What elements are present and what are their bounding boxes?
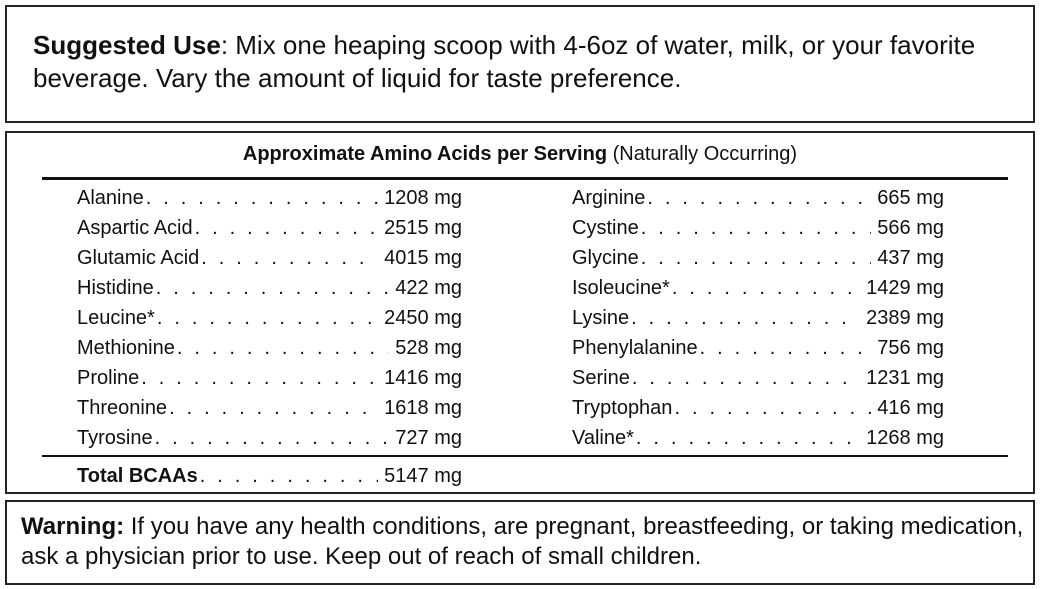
amino-row: Valine*. . . . . . . . . . . . . . . . .… bbox=[572, 423, 944, 453]
amino-row: Lysine. . . . . . . . . . . . . . . . . … bbox=[572, 303, 944, 333]
leader-dots: . . . . . . . . . . . . . . . . . . . . … bbox=[199, 465, 378, 487]
amino-value: 1231 mg bbox=[866, 367, 944, 389]
amino-name: Phenylalanine bbox=[572, 337, 698, 359]
leader-dots: . . . . . . . . . . . . . . . . . . . . … bbox=[176, 337, 389, 359]
amino-row: Histidine. . . . . . . . . . . . . . . .… bbox=[77, 273, 462, 303]
amino-row: Glycine. . . . . . . . . . . . . . . . .… bbox=[572, 243, 944, 273]
amino-row: Glutamic Acid. . . . . . . . . . . . . .… bbox=[77, 243, 462, 273]
amino-value: 1429 mg bbox=[866, 277, 944, 299]
amino-row: Alanine. . . . . . . . . . . . . . . . .… bbox=[77, 183, 462, 213]
left-column: Alanine. . . . . . . . . . . . . . . . .… bbox=[77, 183, 462, 453]
amino-name: Serine bbox=[572, 367, 630, 389]
amino-name: Alanine bbox=[77, 187, 144, 209]
amino-name: Glycine bbox=[572, 247, 639, 269]
leader-dots: . . . . . . . . . . . . . . . . . . . . … bbox=[155, 277, 390, 299]
amino-title-bold: Approximate Amino Acids per Serving bbox=[242, 143, 608, 165]
amino-row: Proline. . . . . . . . . . . . . . . . .… bbox=[77, 363, 462, 393]
leader-dots: . . . . . . . . . . . . . . . . . . . . … bbox=[640, 217, 872, 239]
amino-value: 665 mg bbox=[877, 187, 944, 209]
amino-row: Tyrosine. . . . . . . . . . . . . . . . … bbox=[77, 423, 462, 453]
amino-value: 1208 mg bbox=[384, 187, 462, 209]
total-rule bbox=[42, 455, 1008, 457]
amino-name: Lysine bbox=[572, 307, 630, 329]
amino-value: 528 mg bbox=[395, 337, 462, 359]
amino-name: Aspartic Acid bbox=[77, 217, 193, 239]
amino-row: Cystine. . . . . . . . . . . . . . . . .… bbox=[572, 213, 944, 243]
amino-value: 4015 mg bbox=[384, 247, 462, 269]
leader-dots: . . . . . . . . . . . . . . . . . . . . … bbox=[631, 367, 860, 389]
leader-dots: . . . . . . . . . . . . . . . . . . . . … bbox=[631, 307, 860, 329]
amino-value: 2450 mg bbox=[384, 307, 462, 329]
amino-row: Tryptophan. . . . . . . . . . . . . . . … bbox=[572, 393, 944, 423]
amino-title: Approximate Amino Acids per Serving (Nat… bbox=[7, 143, 1033, 166]
warning-box: Warning: If you have any health conditio… bbox=[5, 500, 1035, 585]
amino-name: Proline bbox=[77, 367, 140, 389]
leader-dots: . . . . . . . . . . . . . . . . . . . . … bbox=[640, 247, 872, 269]
leader-dots: . . . . . . . . . . . . . . . . . . . . … bbox=[699, 337, 872, 359]
amino-row: Methionine. . . . . . . . . . . . . . . … bbox=[77, 333, 462, 363]
amino-value: 437 mg bbox=[877, 247, 944, 269]
amino-value: 422 mg bbox=[395, 277, 462, 299]
amino-name: Tyrosine bbox=[77, 427, 153, 449]
amino-row: Arginine. . . . . . . . . . . . . . . . … bbox=[572, 183, 944, 213]
amino-row: Isoleucine*. . . . . . . . . . . . . . .… bbox=[572, 273, 944, 303]
amino-value: 1416 mg bbox=[384, 367, 462, 389]
amino-name: Histidine bbox=[77, 277, 154, 299]
leader-dots: . . . . . . . . . . . . . . . . . . . . … bbox=[145, 187, 378, 209]
amino-value: 566 mg bbox=[877, 217, 944, 239]
leader-dots: . . . . . . . . . . . . . . . . . . . . … bbox=[169, 397, 378, 419]
amino-name: Glutamic Acid bbox=[77, 247, 200, 269]
total-name: Total BCAAs bbox=[77, 465, 198, 487]
amino-name: Threonine bbox=[77, 397, 168, 419]
leader-dots: . . . . . . . . . . . . . . . . . . . . … bbox=[671, 277, 860, 299]
leader-dots: . . . . . . . . . . . . . . . . . . . . … bbox=[635, 427, 860, 449]
amino-name: Tryptophan bbox=[572, 397, 673, 419]
amino-row: Serine. . . . . . . . . . . . . . . . . … bbox=[572, 363, 944, 393]
leader-dots: . . . . . . . . . . . . . . . . . . . . … bbox=[141, 367, 378, 389]
amino-value: 1268 mg bbox=[866, 427, 944, 449]
total-value: 5147 mg bbox=[384, 465, 462, 487]
leader-dots: . . . . . . . . . . . . . . . . . . . . … bbox=[156, 307, 378, 329]
amino-subtitle: (Naturally Occurring) bbox=[607, 143, 798, 165]
amino-value: 2515 mg bbox=[384, 217, 462, 239]
suggested-use-label: Suggested Use bbox=[33, 30, 221, 60]
amino-name: Valine* bbox=[572, 427, 634, 449]
amino-name: Isoleucine* bbox=[572, 277, 670, 299]
leader-dots: . . . . . . . . . . . . . . . . . . . . … bbox=[154, 427, 390, 449]
amino-name: Cystine bbox=[572, 217, 639, 239]
suggested-use-text: : Mix one heaping scoop with 4-6oz of wa… bbox=[33, 30, 976, 93]
header-rule bbox=[42, 177, 1008, 180]
total-row-wrap: Total BCAAs. . . . . . . . . . . . . . .… bbox=[77, 461, 462, 491]
leader-dots: . . . . . . . . . . . . . . . . . . . . … bbox=[674, 397, 871, 419]
suggested-use-box: Suggested Use: Mix one heaping scoop wit… bbox=[5, 5, 1035, 123]
amino-name: Leucine* bbox=[77, 307, 155, 329]
amino-name: Methionine bbox=[77, 337, 175, 359]
amino-value: 756 mg bbox=[877, 337, 944, 359]
amino-row: Aspartic Acid. . . . . . . . . . . . . .… bbox=[77, 213, 462, 243]
warning-label: Warning: bbox=[21, 513, 125, 540]
leader-dots: . . . . . . . . . . . . . . . . . . . . … bbox=[647, 187, 871, 209]
amino-name: Arginine bbox=[572, 187, 646, 209]
amino-value: 2389 mg bbox=[866, 307, 944, 329]
right-column: Arginine. . . . . . . . . . . . . . . . … bbox=[572, 183, 944, 453]
amino-row: Phenylalanine. . . . . . . . . . . . . .… bbox=[572, 333, 944, 363]
amino-value: 1618 mg bbox=[384, 397, 462, 419]
warning-text: If you have any health conditions, are p… bbox=[21, 513, 1024, 570]
amino-acids-box: Approximate Amino Acids per Serving (Nat… bbox=[5, 131, 1035, 494]
amino-value: 727 mg bbox=[395, 427, 462, 449]
amino-row: Threonine. . . . . . . . . . . . . . . .… bbox=[77, 393, 462, 423]
amino-row: Leucine*. . . . . . . . . . . . . . . . … bbox=[77, 303, 462, 333]
leader-dots: . . . . . . . . . . . . . . . . . . . . … bbox=[194, 217, 379, 239]
leader-dots: . . . . . . . . . . . . . . . . . . . . … bbox=[201, 247, 378, 269]
total-row: Total BCAAs. . . . . . . . . . . . . . .… bbox=[77, 461, 462, 491]
amino-value: 416 mg bbox=[877, 397, 944, 419]
